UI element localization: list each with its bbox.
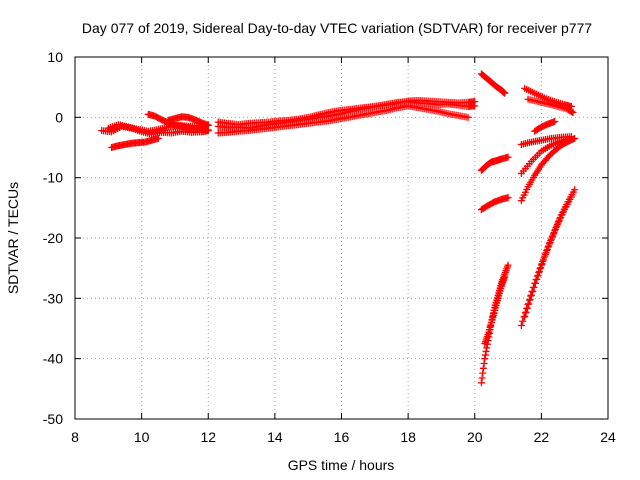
data-point [504,261,512,269]
series-arc-8 [214,96,479,129]
x-tick-label: 12 [200,429,216,445]
data-point [542,249,550,257]
y-axis-title: SDTVAR / TECUs [5,182,21,294]
data-point [154,134,162,142]
y-tick-label: -50 [43,411,63,427]
data-point [521,312,529,320]
x-tick-label: 20 [467,429,483,445]
x-tick-labels: 8 10 12 14 16 18 20 22 24 [71,429,616,445]
series-arc-11 [477,194,512,214]
data-point [525,300,533,308]
series-arc-15 [524,95,577,117]
data-point [545,242,553,250]
data-point [550,229,558,237]
series-arc-13 [481,273,509,348]
data-point [526,296,534,304]
data-point [527,291,535,299]
data-point [551,118,559,126]
data-point [569,109,577,117]
data-point [539,256,547,264]
data-point [537,264,545,272]
data-point [483,344,491,352]
data-point [523,304,531,312]
data-point [504,153,512,161]
data-point [482,347,490,355]
series-arc-21 [521,193,575,320]
series-arc-9 [477,70,509,97]
y-tick-label: -20 [43,230,63,246]
data-point [529,287,537,295]
data-point [479,369,487,377]
y-tick-label: -40 [43,351,63,367]
data-point [549,232,557,240]
data-point [535,268,543,276]
series-arc-4 [144,110,212,134]
data-point [543,245,551,253]
y-tick-labels: -50 -40 -30 -20 -10 0 10 [43,49,63,427]
series-arc-7 [214,102,472,137]
data-point [501,273,509,281]
series-arc-10 [477,153,512,174]
data-point [481,355,489,363]
data-point [541,252,549,260]
data-point [479,364,487,372]
plot-frame [74,56,609,420]
data-point [553,222,561,230]
y-tick-label: -10 [43,170,63,186]
series-arc-5 [164,113,212,129]
data-point [533,275,541,283]
y-tick-label: -30 [43,290,63,306]
x-tick-label: 14 [267,429,283,445]
x-tick-label: 24 [600,429,616,445]
data-point [546,239,554,247]
data-point [535,268,543,276]
x-tick-label: 8 [71,429,79,445]
data-point [571,186,579,194]
x-tick-label: 18 [400,429,416,445]
data-point [480,359,488,367]
data-point [501,89,509,97]
data-point [517,321,525,329]
chart-title: Day 077 of 2019, Sidereal Day-to-day VTE… [82,20,592,36]
data-point [547,235,555,243]
data-point [477,379,485,387]
data-point [478,374,486,382]
data-point [504,194,512,202]
data-point [551,225,559,233]
data-point [481,351,489,359]
data-point [531,279,539,287]
data-point [567,193,575,201]
data-point [555,217,563,225]
data-point [522,308,530,316]
data-point [464,113,472,121]
series-arc-16 [531,118,559,135]
data-point [471,98,479,106]
series-arc-3 [108,134,162,151]
data-point [530,283,538,291]
x-tick-label: 22 [534,429,550,445]
x-tick-label: 16 [334,429,350,445]
data-marks [98,70,579,387]
series-arc-14 [521,84,575,110]
series-arc-19 [517,134,579,205]
data-point [204,121,212,129]
y-tick-label: 10 [47,49,63,65]
y-tick-label: 0 [55,109,63,125]
data-point [534,271,542,279]
grid-lines [75,57,608,419]
data-point [519,317,527,325]
x-axis-title: GPS time / hours [288,457,395,473]
data-point [538,260,546,268]
x-tick-label: 10 [134,429,150,445]
data-point [571,134,579,142]
